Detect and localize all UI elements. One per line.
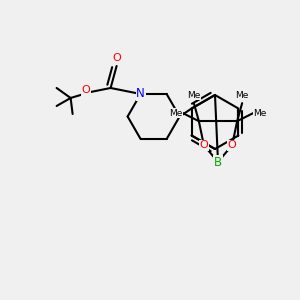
Text: Me: Me bbox=[169, 109, 182, 118]
Text: Me: Me bbox=[236, 91, 249, 100]
Text: N: N bbox=[136, 88, 145, 100]
Text: O: O bbox=[112, 53, 121, 63]
Text: B: B bbox=[214, 155, 222, 169]
Text: O: O bbox=[81, 85, 90, 95]
Text: O: O bbox=[200, 140, 208, 150]
Text: Me: Me bbox=[187, 91, 200, 100]
Text: O: O bbox=[228, 140, 236, 150]
Text: Me: Me bbox=[254, 109, 267, 118]
